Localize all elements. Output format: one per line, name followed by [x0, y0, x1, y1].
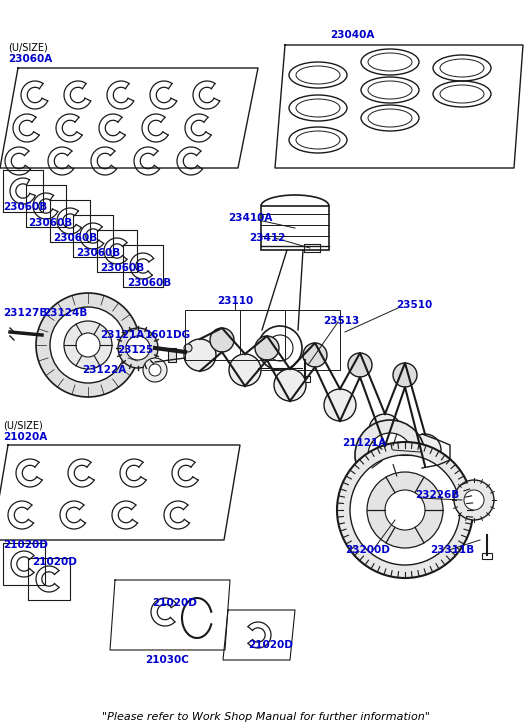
Circle shape [303, 343, 327, 367]
Circle shape [337, 442, 473, 578]
Circle shape [143, 358, 167, 382]
Text: 21020D: 21020D [152, 598, 197, 608]
Circle shape [454, 480, 494, 520]
Text: 23060A: 23060A [8, 54, 52, 64]
Text: 21020D: 21020D [3, 540, 48, 550]
Circle shape [350, 455, 460, 565]
Circle shape [368, 433, 412, 477]
Circle shape [149, 364, 161, 376]
Circle shape [184, 344, 192, 352]
Bar [3, 543, 45, 585]
Bar [300, 376, 310, 382]
Circle shape [184, 339, 216, 371]
Circle shape [50, 307, 126, 383]
Circle shape [369, 414, 401, 446]
Circle shape [324, 389, 356, 421]
Text: 23124B: 23124B [43, 308, 87, 318]
Text: 21121A: 21121A [342, 438, 386, 448]
Text: 21020D: 21020D [32, 557, 77, 567]
Text: 23060B: 23060B [28, 218, 72, 228]
Circle shape [229, 354, 261, 386]
Text: 23040A: 23040A [330, 30, 375, 40]
Circle shape [355, 420, 425, 490]
Text: 23125: 23125 [117, 345, 153, 355]
Bar [185, 310, 285, 360]
Bar [240, 310, 340, 370]
Text: (U/SIZE): (U/SIZE) [3, 420, 43, 430]
Text: 23311B: 23311B [430, 545, 474, 555]
Text: 23060B: 23060B [3, 202, 47, 212]
Text: 21030C: 21030C [145, 655, 189, 665]
Circle shape [255, 336, 279, 360]
Text: 21020D: 21020D [248, 640, 293, 650]
Circle shape [385, 490, 425, 530]
Text: 23226B: 23226B [415, 490, 459, 500]
Circle shape [348, 353, 372, 377]
Text: "Please refer to Work Shop Manual for further information": "Please refer to Work Shop Manual for fu… [102, 712, 430, 722]
Text: 23410A: 23410A [228, 213, 272, 223]
Text: 23510: 23510 [396, 300, 432, 310]
Circle shape [367, 472, 443, 548]
Circle shape [64, 321, 112, 369]
Text: (U/SIZE): (U/SIZE) [8, 42, 48, 52]
Circle shape [274, 369, 306, 401]
Text: 23060B: 23060B [53, 233, 97, 243]
Text: 23122A: 23122A [82, 365, 126, 375]
Text: 23127B: 23127B [3, 308, 47, 318]
Text: 23412: 23412 [249, 233, 285, 243]
Text: 23110: 23110 [217, 296, 253, 306]
Circle shape [409, 434, 441, 466]
Circle shape [393, 363, 417, 387]
Bar [28, 558, 70, 600]
Text: 23060B: 23060B [100, 263, 144, 273]
Circle shape [118, 328, 158, 368]
Text: 23060B: 23060B [76, 248, 120, 258]
Text: 23121A: 23121A [100, 330, 144, 340]
Text: 1601DG: 1601DG [145, 330, 191, 340]
Circle shape [464, 490, 484, 510]
Text: 21020A: 21020A [3, 432, 47, 442]
Circle shape [76, 333, 100, 357]
Circle shape [126, 336, 150, 360]
Bar [168, 348, 176, 362]
Text: 23060B: 23060B [127, 278, 171, 288]
Text: 23513: 23513 [323, 316, 359, 326]
Circle shape [380, 445, 400, 465]
Bar [482, 553, 492, 559]
Text: 23200D: 23200D [345, 545, 390, 555]
Circle shape [36, 293, 140, 397]
Circle shape [210, 328, 234, 352]
